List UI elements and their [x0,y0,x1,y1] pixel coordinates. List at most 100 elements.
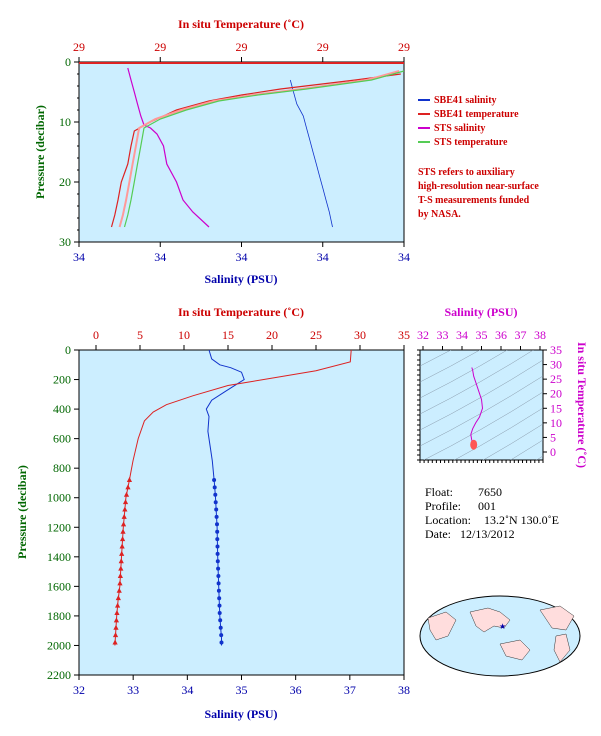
bottom-pressure-tick-label: 200 [53,373,71,387]
top-temp-tick-label: 29 [317,40,329,54]
float-info: Float: 7650 Profile: 001 Location: 13.2˚… [425,485,559,541]
top-pressure-tick-label: 20 [59,175,71,189]
bottom-temp-tick-label: 15 [222,328,234,342]
bottom-salinity-marker [214,507,219,512]
top-temp-tick-label: 29 [154,40,166,54]
ts-plot-area [419,349,544,461]
top-series-sbe41-salinity [289,79,333,228]
ts-isopycnal [454,407,543,460]
bottom-temperature-marker [117,573,123,579]
bottom-panel: In situ Temperature (˚C) Salinity (PSU) … [15,305,410,721]
bottom-salinity-marker [217,603,222,608]
bottom-pressure-tick-label: 1200 [47,520,71,534]
legend-label: SBE41 salinity [434,95,497,106]
ts-temp-tick-label: 35 [550,343,562,357]
legend: SBE41 salinity SBE41 temperature STS salin… [418,95,539,220]
ts-sal-tick-label: 37 [515,328,527,342]
legend-label: STS salinity [434,123,485,134]
bottom-temperature-marker [114,609,120,615]
bottom-salinity-marker [215,544,220,549]
ts-sal-tick-label: 38 [534,328,546,342]
bottom-plot-area [78,349,405,676]
bottom-salinity-marker [218,618,223,623]
bottom-temperature-marker [125,484,131,490]
ts-salinity-axis-title: Salinity (PSU) [444,305,517,319]
bottom-temperature-marker [116,587,122,593]
ts-sal-tick-label: 35 [476,328,488,342]
float-value: 7650 [478,485,502,499]
top-sal-tick-label: 34 [317,250,329,264]
ts-isopycnal [420,350,481,383]
bottom-salinity-ticks: 32 33 34 35 36 37 38 [73,675,410,697]
bottom-salinity-marker [216,588,221,593]
ts-isopycnal [423,391,543,460]
top-pressure-axis-title: Pressure (decibar) [33,105,47,199]
bottom-sal-tick-label: 37 [344,683,356,697]
ts-sal-tick-label: 36 [495,328,507,342]
bottom-salinity-marker [212,485,217,490]
bottom-temperature-marker [122,499,129,505]
top-pressure-tick-label: 10 [59,115,71,129]
ts-temp-axis-title: In situ Temperature (˚C) [575,342,589,468]
top-plot-area [78,61,405,243]
legend-label: STS temperature [434,137,508,148]
bottom-series-sbe41-salinity [205,349,245,646]
map-float-marker: ★ [499,622,506,631]
top-temp-tick-label: 29 [398,40,410,54]
map-land-americas [539,605,575,631]
bottom-pressure-tick-label: 600 [53,432,71,446]
bottom-temperature-marker [121,513,127,519]
ts-curve [470,367,484,447]
ts-panel: Salinity (PSU) In situ Temperature (˚C) … [417,305,589,468]
ts-deep-cluster [470,439,478,450]
top-series [79,62,405,228]
bottom-temp-tick-label: 25 [310,328,322,342]
bottom-temp-ticks: 0 5 10 15 20 25 30 35 [93,328,410,350]
bottom-temperature-marker [118,558,124,564]
bottom-pressure-tick-label: 1600 [47,579,71,593]
bottom-temperature-marker [112,632,119,638]
legend-note-line-1: STS refers to auxiliary [418,167,515,178]
bottom-temperature-marker [119,536,126,542]
date-label: Date: [425,527,451,541]
bottom-salinity-marker [213,492,218,497]
ts-temp-tick-label: 25 [550,372,562,386]
bottom-temperature-marker [113,617,120,623]
ts-temp-tick-label: 30 [550,358,562,372]
ts-series [470,367,484,450]
bottom-sal-tick-label: 38 [398,683,410,697]
ts-isopycnal [510,439,543,460]
top-sal-tick-label: 34 [236,250,248,264]
legend-label: SBE41 temperature [434,109,519,120]
top-pressure-tick-label: 30 [59,235,71,249]
top-sal-tick-label: 34 [398,250,410,264]
bottom-salinity-marker [215,537,220,542]
bottom-series [112,349,352,646]
bottom-temp-tick-label: 10 [178,328,190,342]
map-land-africa [427,611,457,641]
bottom-salinity-marker [213,500,218,505]
bottom-temp-tick-label: 0 [93,328,99,342]
bottom-temperature-marker [118,565,124,571]
bottom-temperature-marker [117,580,123,586]
bottom-salinity-marker [216,581,221,586]
ts-sal-tick-label: 34 [456,328,468,342]
ts-sal-tick-label: 33 [437,328,449,342]
top-panel: In situ Temperature (˚C) Salinity (PSU) … [33,17,410,286]
bottom-temperature-marker [115,602,121,608]
ts-temp-tick-label: 10 [550,416,562,430]
ts-temp-tick-label: 5 [550,430,556,444]
bottom-temperature-marker [113,624,119,630]
bottom-pressure-tick-label: 800 [53,461,71,475]
bottom-pressure-tick-label: 0 [65,343,71,357]
bottom-temperature-marker [119,543,125,549]
bottom-salinity-marker [214,514,219,519]
bottom-temperature-marker [123,491,130,497]
profile-value: 001 [478,499,496,513]
bottom-pressure-tick-label: 2000 [47,638,71,652]
bottom-salinity-marker [215,529,220,534]
legend-note-line-4: by NASA. [418,209,461,220]
bottom-salinity-marker [215,522,219,527]
